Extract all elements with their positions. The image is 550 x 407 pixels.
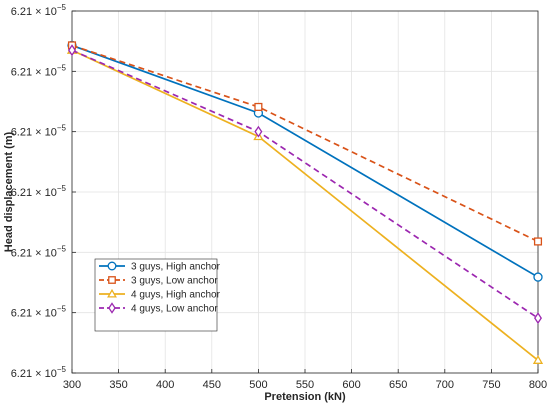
square-marker [254,102,263,111]
y-tick-label: 6.21 × 10−5 [11,305,67,320]
y-axis-label: Head displacement (m) [3,131,15,252]
y-tick-label: 6.21 × 10−5 [11,244,67,259]
diamond-marker [68,44,76,57]
y-tick-label-base: 6.21 × 10 [11,308,57,320]
y-axis-ticks: 6.21 × 10−56.21 × 10−56.21 × 10−56.21 × … [11,3,76,380]
y-tick-label-exponent: −5 [57,3,67,12]
legend-item: 4 guys, High anchor [99,288,221,301]
x-tick-label: 700 [436,379,454,391]
y-tick-label: 6.21 × 10−5 [11,365,67,380]
legend-item: 3 guys, High anchor [99,262,221,273]
legend-label: 4 guys, Low anchor [131,304,218,315]
y-tick-label: 6.21 × 10−5 [11,124,67,139]
diamond-marker [534,312,542,325]
circle-marker [533,272,543,282]
circle-marker [107,261,117,271]
y-tick-label-base: 6.21 × 10 [11,127,57,139]
y-tick-label-base: 6.21 × 10 [11,368,57,380]
y-tick-label-exponent: −5 [57,305,67,314]
x-axis-ticks: 300 350 400 450 500 550 600 650 700 750 800 [63,369,547,391]
y-tick-label: 6.21 × 10−5 [11,63,67,78]
x-tick-label: 750 [482,379,500,391]
y-tick-label: 6.21 × 10−5 [11,3,67,18]
y-tick-label-base: 6.21 × 10 [11,247,57,259]
y-tick-label-exponent: −5 [57,63,67,72]
y-tick-label-exponent: −5 [57,184,67,193]
legend-label: 4 guys, High anchor [131,290,221,301]
legend-label: 3 guys, Low anchor [131,276,218,287]
x-tick-label: 550 [296,379,314,391]
y-tick-label-exponent: −5 [57,365,67,374]
square-marker [533,237,543,246]
y-tick-label-base: 6.21 × 10 [11,187,57,199]
x-tick-label: 500 [249,379,267,391]
x-axis-label: Pretension (kN) [264,391,346,403]
x-tick-label: 650 [389,379,407,391]
series-line [71,44,539,243]
x-tick-label: 450 [203,379,221,391]
diamond-marker [108,302,116,314]
x-tick-label: 350 [109,379,127,391]
triangle-marker [532,355,544,364]
x-tick-label: 400 [156,379,174,391]
x-tick-label: 300 [63,379,81,391]
triangle-marker [107,288,117,298]
series-layer [66,40,544,364]
series-4 [68,44,542,325]
y-tick-label-base: 6.21 × 10 [11,66,57,78]
x-tick-label: 600 [342,379,360,391]
y-tick-label: 6.21 × 10−5 [11,184,67,199]
y-tick-label-exponent: −5 [57,124,67,133]
x-tick-label: 800 [529,379,547,391]
y-tick-label-base: 6.21 × 10 [11,6,57,18]
y-tick-label-exponent: −5 [57,244,67,253]
square-marker [108,276,116,284]
legend-item: 3 guys, Low anchor [99,276,218,287]
diamond-marker [254,125,263,138]
legend-item: 4 guys, Low anchor [99,302,218,315]
legend: 3 guys, High anchor 3 guys, Low anchor 4 g… [94,258,221,332]
legend-label: 3 guys, High anchor [131,262,221,273]
